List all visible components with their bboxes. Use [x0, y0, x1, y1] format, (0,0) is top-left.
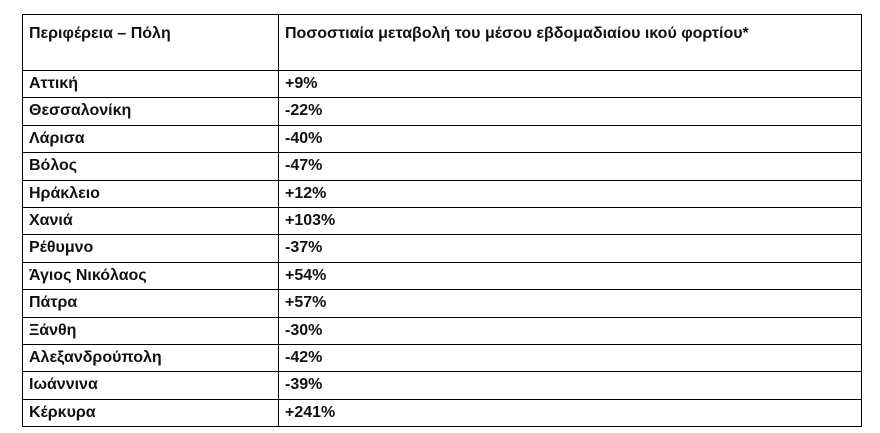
header-cell: Περιφέρεια – Πόλη	[22, 14, 279, 71]
table-row: Κέρκυρα +241%	[22, 398, 862, 428]
city-cell: Άγιος Νικόλαος	[22, 261, 279, 291]
city-cell: Χανιά	[22, 206, 279, 236]
change-cell: +241%	[278, 398, 862, 428]
city-cell: Θεσσαλονίκη	[22, 97, 279, 126]
city-cell: Ιωάννινα	[22, 371, 279, 400]
change-cell: -40%	[278, 124, 862, 154]
table-row: Αττική +9%	[22, 69, 862, 99]
table-body: Αττική +9% Θεσσαλονίκη -22% Λάρισα -40% Βόλος -…	[22, 69, 862, 428]
city-cell: Ρέθυμνο	[22, 234, 279, 263]
change-cell: -30%	[278, 316, 862, 345]
header-row: Περιφέρεια – Πόλη Ποσοστιαία μεταβολή το…	[22, 14, 862, 71]
change-cell: -47%	[278, 152, 862, 181]
change-cell: -37%	[278, 234, 862, 263]
change-cell: -42%	[278, 343, 862, 373]
data-table: Περιφέρεια – Πόλη Ποσοστιαία μεταβολή το…	[22, 14, 862, 428]
change-cell: -22%	[278, 97, 862, 126]
city-cell: Αλεξανδρούπολη	[22, 343, 279, 373]
table-row: Ιωάννινα -39%	[22, 371, 862, 400]
table-row: Θεσσαλονίκη -22%	[22, 97, 862, 126]
change-cell: -39%	[278, 371, 862, 400]
change-cell: +9%	[278, 69, 862, 99]
city-cell: Ξάνθη	[22, 316, 279, 345]
table-row: Χανιά +103%	[22, 206, 862, 236]
table-row: Ηράκλειο +12%	[22, 179, 862, 208]
change-cell: +103%	[278, 206, 862, 236]
table-row: Λάρισα -40%	[22, 124, 862, 154]
city-cell: Πάτρα	[22, 289, 279, 318]
change-cell: +57%	[278, 289, 862, 318]
city-cell: Ηράκλειο	[22, 179, 279, 208]
table-row: Άγιος Νικόλαος +54%	[22, 261, 862, 291]
change-cell: +54%	[278, 261, 862, 291]
table-row: Πάτρα +57%	[22, 289, 862, 318]
header-cell: Ποσοστιαία μεταβολή του μέσου εβδομαδιαί…	[278, 14, 862, 71]
city-cell: Αττική	[22, 69, 279, 99]
table-row: Βόλος -47%	[22, 152, 862, 181]
city-cell: Βόλος	[22, 152, 279, 181]
table-row: Αλεξανδρούπολη -42%	[22, 343, 862, 373]
city-cell: Κέρκυρα	[22, 398, 279, 428]
table-row: Ρέθυμνο -37%	[22, 234, 862, 263]
table-row: Ξάνθη -30%	[22, 316, 862, 345]
change-cell: +12%	[278, 179, 862, 208]
city-cell: Λάρισα	[22, 124, 279, 154]
